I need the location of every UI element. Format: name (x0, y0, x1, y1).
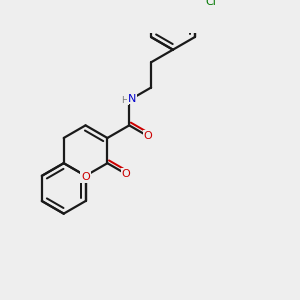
Text: O: O (143, 131, 152, 141)
Text: O: O (81, 172, 90, 182)
Text: N: N (128, 94, 136, 103)
Text: H: H (121, 96, 128, 105)
Text: O: O (122, 169, 130, 179)
Text: Cl: Cl (206, 0, 217, 8)
